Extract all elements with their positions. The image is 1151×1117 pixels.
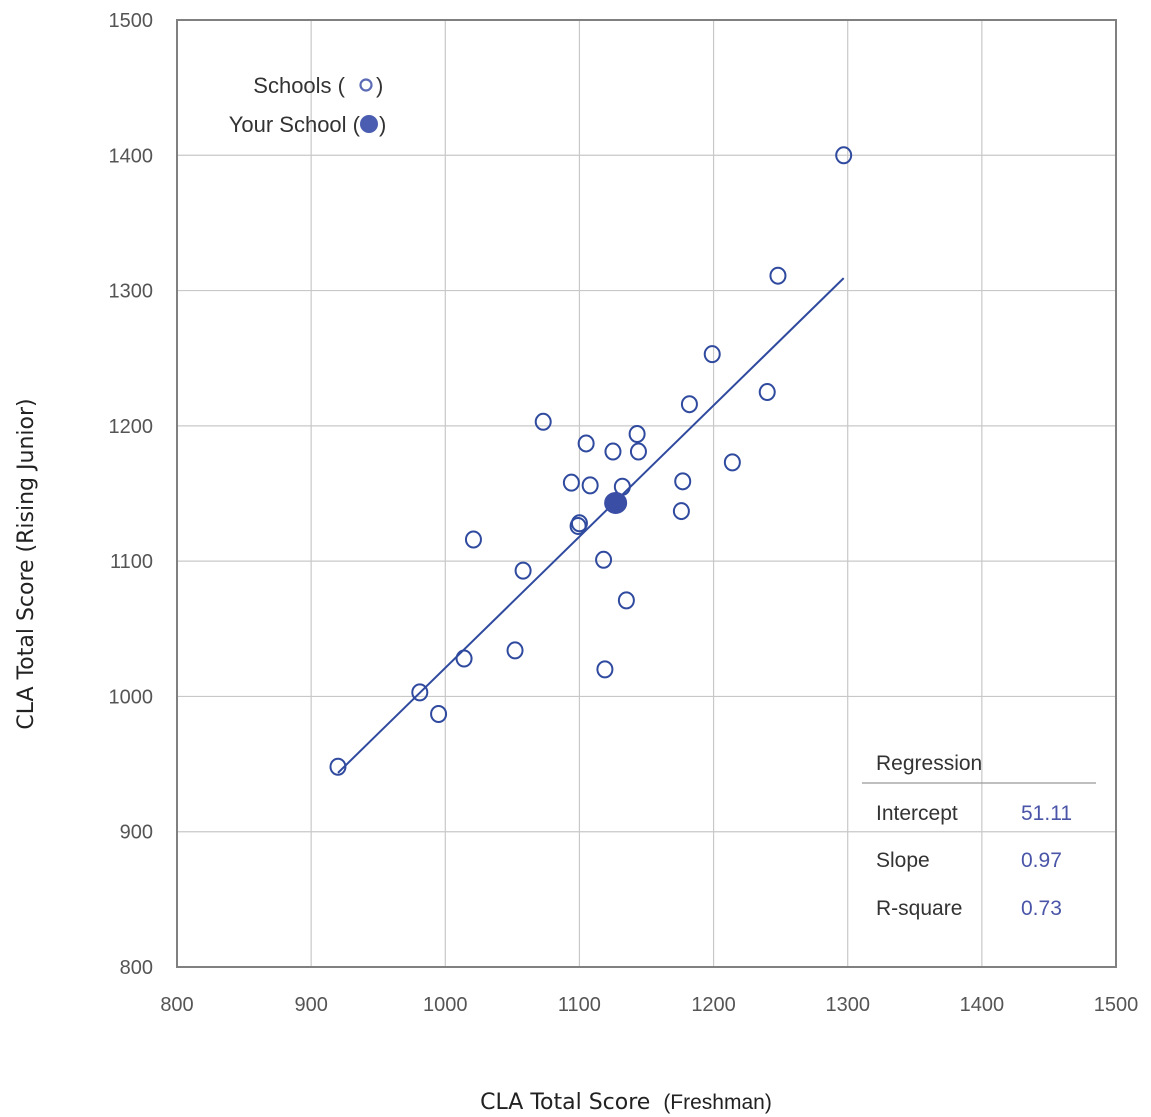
school-point bbox=[674, 472, 692, 491]
x-axis-title: CLA Total Score (Freshman) bbox=[480, 1090, 772, 1115]
x-tick-label: 1300 bbox=[825, 994, 870, 1016]
x-tick-label: 1400 bbox=[960, 994, 1005, 1016]
school-point bbox=[723, 453, 741, 472]
x-tick-label: 1000 bbox=[423, 994, 468, 1016]
school-point bbox=[703, 345, 721, 364]
stats-value-intercept: 51.11 bbox=[1021, 802, 1072, 825]
legend-schools-label-post: ) bbox=[376, 73, 383, 98]
stats-value-slope: 0.97 bbox=[1021, 849, 1062, 872]
school-point bbox=[411, 683, 429, 702]
school-point bbox=[455, 649, 473, 668]
legend-item-schools: Schools ( ) bbox=[253, 73, 383, 98]
school-point bbox=[835, 146, 853, 165]
x-tick-label: 1200 bbox=[691, 994, 736, 1016]
school-point bbox=[514, 561, 532, 580]
x-tick-label: 1100 bbox=[558, 994, 601, 1016]
y-tick-label: 900 bbox=[120, 822, 153, 844]
your-school-point bbox=[604, 491, 628, 514]
y-tick-label: 1300 bbox=[109, 281, 154, 303]
y-axis-title: CLA Total Score (Rising Junior) bbox=[14, 398, 39, 729]
school-point bbox=[628, 424, 646, 443]
y-tick-label: 1000 bbox=[109, 686, 154, 708]
y-tick-label: 800 bbox=[120, 957, 153, 979]
legend-open-circle-marker bbox=[359, 78, 373, 92]
legend-your-school-label-post: ) bbox=[379, 112, 386, 137]
x-axis-title-main: CLA Total Score bbox=[480, 1090, 650, 1115]
school-point bbox=[758, 383, 776, 402]
school-point bbox=[680, 395, 698, 414]
stats-label-r-square: R-square bbox=[876, 897, 962, 920]
school-point bbox=[329, 757, 347, 776]
legend-filled-circle-marker bbox=[360, 115, 378, 133]
y-tick-label: 1500 bbox=[109, 10, 154, 32]
school-point bbox=[617, 591, 635, 610]
school-point bbox=[570, 514, 588, 533]
x-tick-label: 1500 bbox=[1094, 994, 1139, 1016]
school-point bbox=[430, 705, 448, 724]
stats-table-title: Regression bbox=[876, 752, 982, 775]
school-point bbox=[629, 442, 647, 461]
legend-your-school-label-pre: Your School ( bbox=[229, 112, 361, 137]
y-tick-label: 1400 bbox=[109, 145, 154, 167]
x-tick-label: 800 bbox=[160, 994, 193, 1016]
axis-ticks: 800 900 1000 1100 1200 1300 1400 1500 800 900 1000… bbox=[109, 10, 1139, 1016]
stats-label-slope: Slope bbox=[876, 849, 930, 872]
school-point bbox=[595, 550, 613, 569]
y-tick-label: 1100 bbox=[110, 551, 153, 573]
regression-line bbox=[337, 277, 845, 774]
school-point bbox=[769, 266, 787, 285]
x-tick-label: 900 bbox=[294, 994, 327, 1016]
stats-label-intercept: Intercept bbox=[876, 802, 958, 825]
stats-value-r-square: 0.73 bbox=[1021, 897, 1062, 920]
plot-frame bbox=[176, 19, 1117, 968]
school-point bbox=[581, 476, 599, 495]
regression-stats-table: Regression Intercept 51.11 Slope 0.97 R-… bbox=[862, 752, 1096, 920]
legend-item-your-school: Your School ( ) bbox=[229, 112, 387, 137]
legend: Schools ( ) Your School ( ) bbox=[229, 73, 387, 137]
school-point bbox=[596, 660, 614, 679]
legend-schools-label-pre: Schools ( bbox=[253, 73, 345, 98]
school-point bbox=[562, 473, 580, 492]
school-point bbox=[464, 530, 482, 549]
school-point bbox=[506, 641, 524, 660]
y-tick-label: 1200 bbox=[109, 416, 154, 438]
school-point bbox=[534, 412, 552, 431]
school-point bbox=[672, 502, 690, 521]
data-points bbox=[329, 146, 853, 776]
x-axis-title-sub: (Freshman) bbox=[663, 1091, 772, 1114]
school-point bbox=[577, 434, 595, 453]
grid-lines bbox=[176, 19, 1117, 968]
school-point bbox=[604, 442, 622, 461]
